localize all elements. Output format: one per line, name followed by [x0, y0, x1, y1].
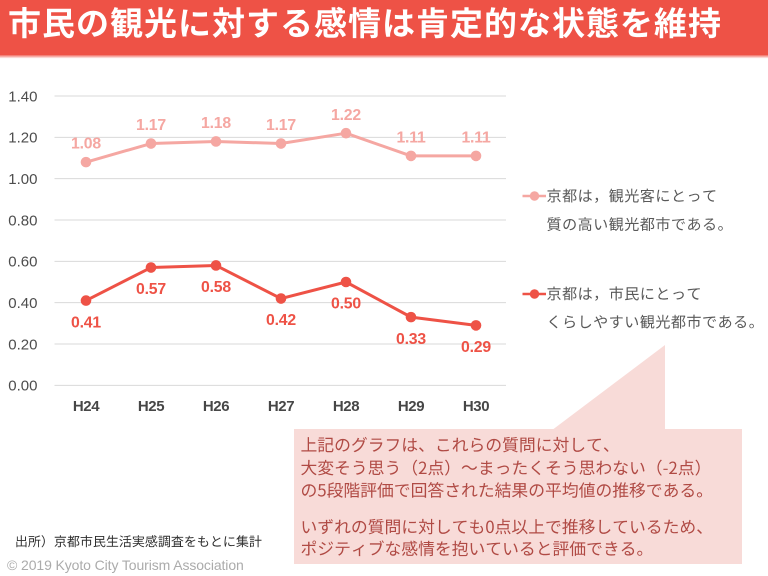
svg-text:0.58: 0.58: [201, 279, 231, 296]
svg-text:0.80: 0.80: [8, 212, 37, 229]
svg-text:H29: H29: [398, 398, 424, 415]
svg-text:H26: H26: [203, 398, 229, 415]
svg-text:0.33: 0.33: [396, 331, 426, 348]
svg-text:0.29: 0.29: [461, 339, 491, 356]
svg-text:1.17: 1.17: [136, 117, 166, 134]
svg-text:0.57: 0.57: [136, 281, 166, 298]
svg-text:H24: H24: [73, 398, 100, 415]
svg-text:0.42: 0.42: [266, 312, 296, 329]
svg-text:H28: H28: [333, 398, 359, 415]
svg-text:0.00: 0.00: [8, 378, 37, 395]
svg-text:H30: H30: [463, 398, 489, 415]
svg-text:1.40: 1.40: [8, 88, 37, 105]
svg-text:© 2019 Kyoto City Tourism Asso: © 2019 Kyoto City Tourism Association: [7, 557, 244, 573]
svg-text:0.40: 0.40: [8, 295, 37, 312]
svg-text:0.60: 0.60: [8, 254, 37, 271]
svg-text:H25: H25: [138, 398, 164, 415]
svg-text:1.11: 1.11: [461, 130, 490, 147]
svg-text:1.18: 1.18: [201, 115, 231, 132]
svg-text:1.20: 1.20: [8, 130, 37, 147]
svg-text:0.41: 0.41: [71, 314, 101, 331]
svg-text:H27: H27: [268, 398, 294, 415]
svg-text:1.11: 1.11: [396, 130, 425, 147]
svg-text:0.50: 0.50: [331, 296, 361, 313]
svg-text:0.20: 0.20: [8, 336, 37, 353]
svg-text:1.17: 1.17: [266, 117, 296, 134]
svg-text:1.00: 1.00: [8, 171, 37, 188]
svg-text:1.22: 1.22: [331, 107, 361, 124]
svg-text:1.08: 1.08: [71, 136, 101, 153]
